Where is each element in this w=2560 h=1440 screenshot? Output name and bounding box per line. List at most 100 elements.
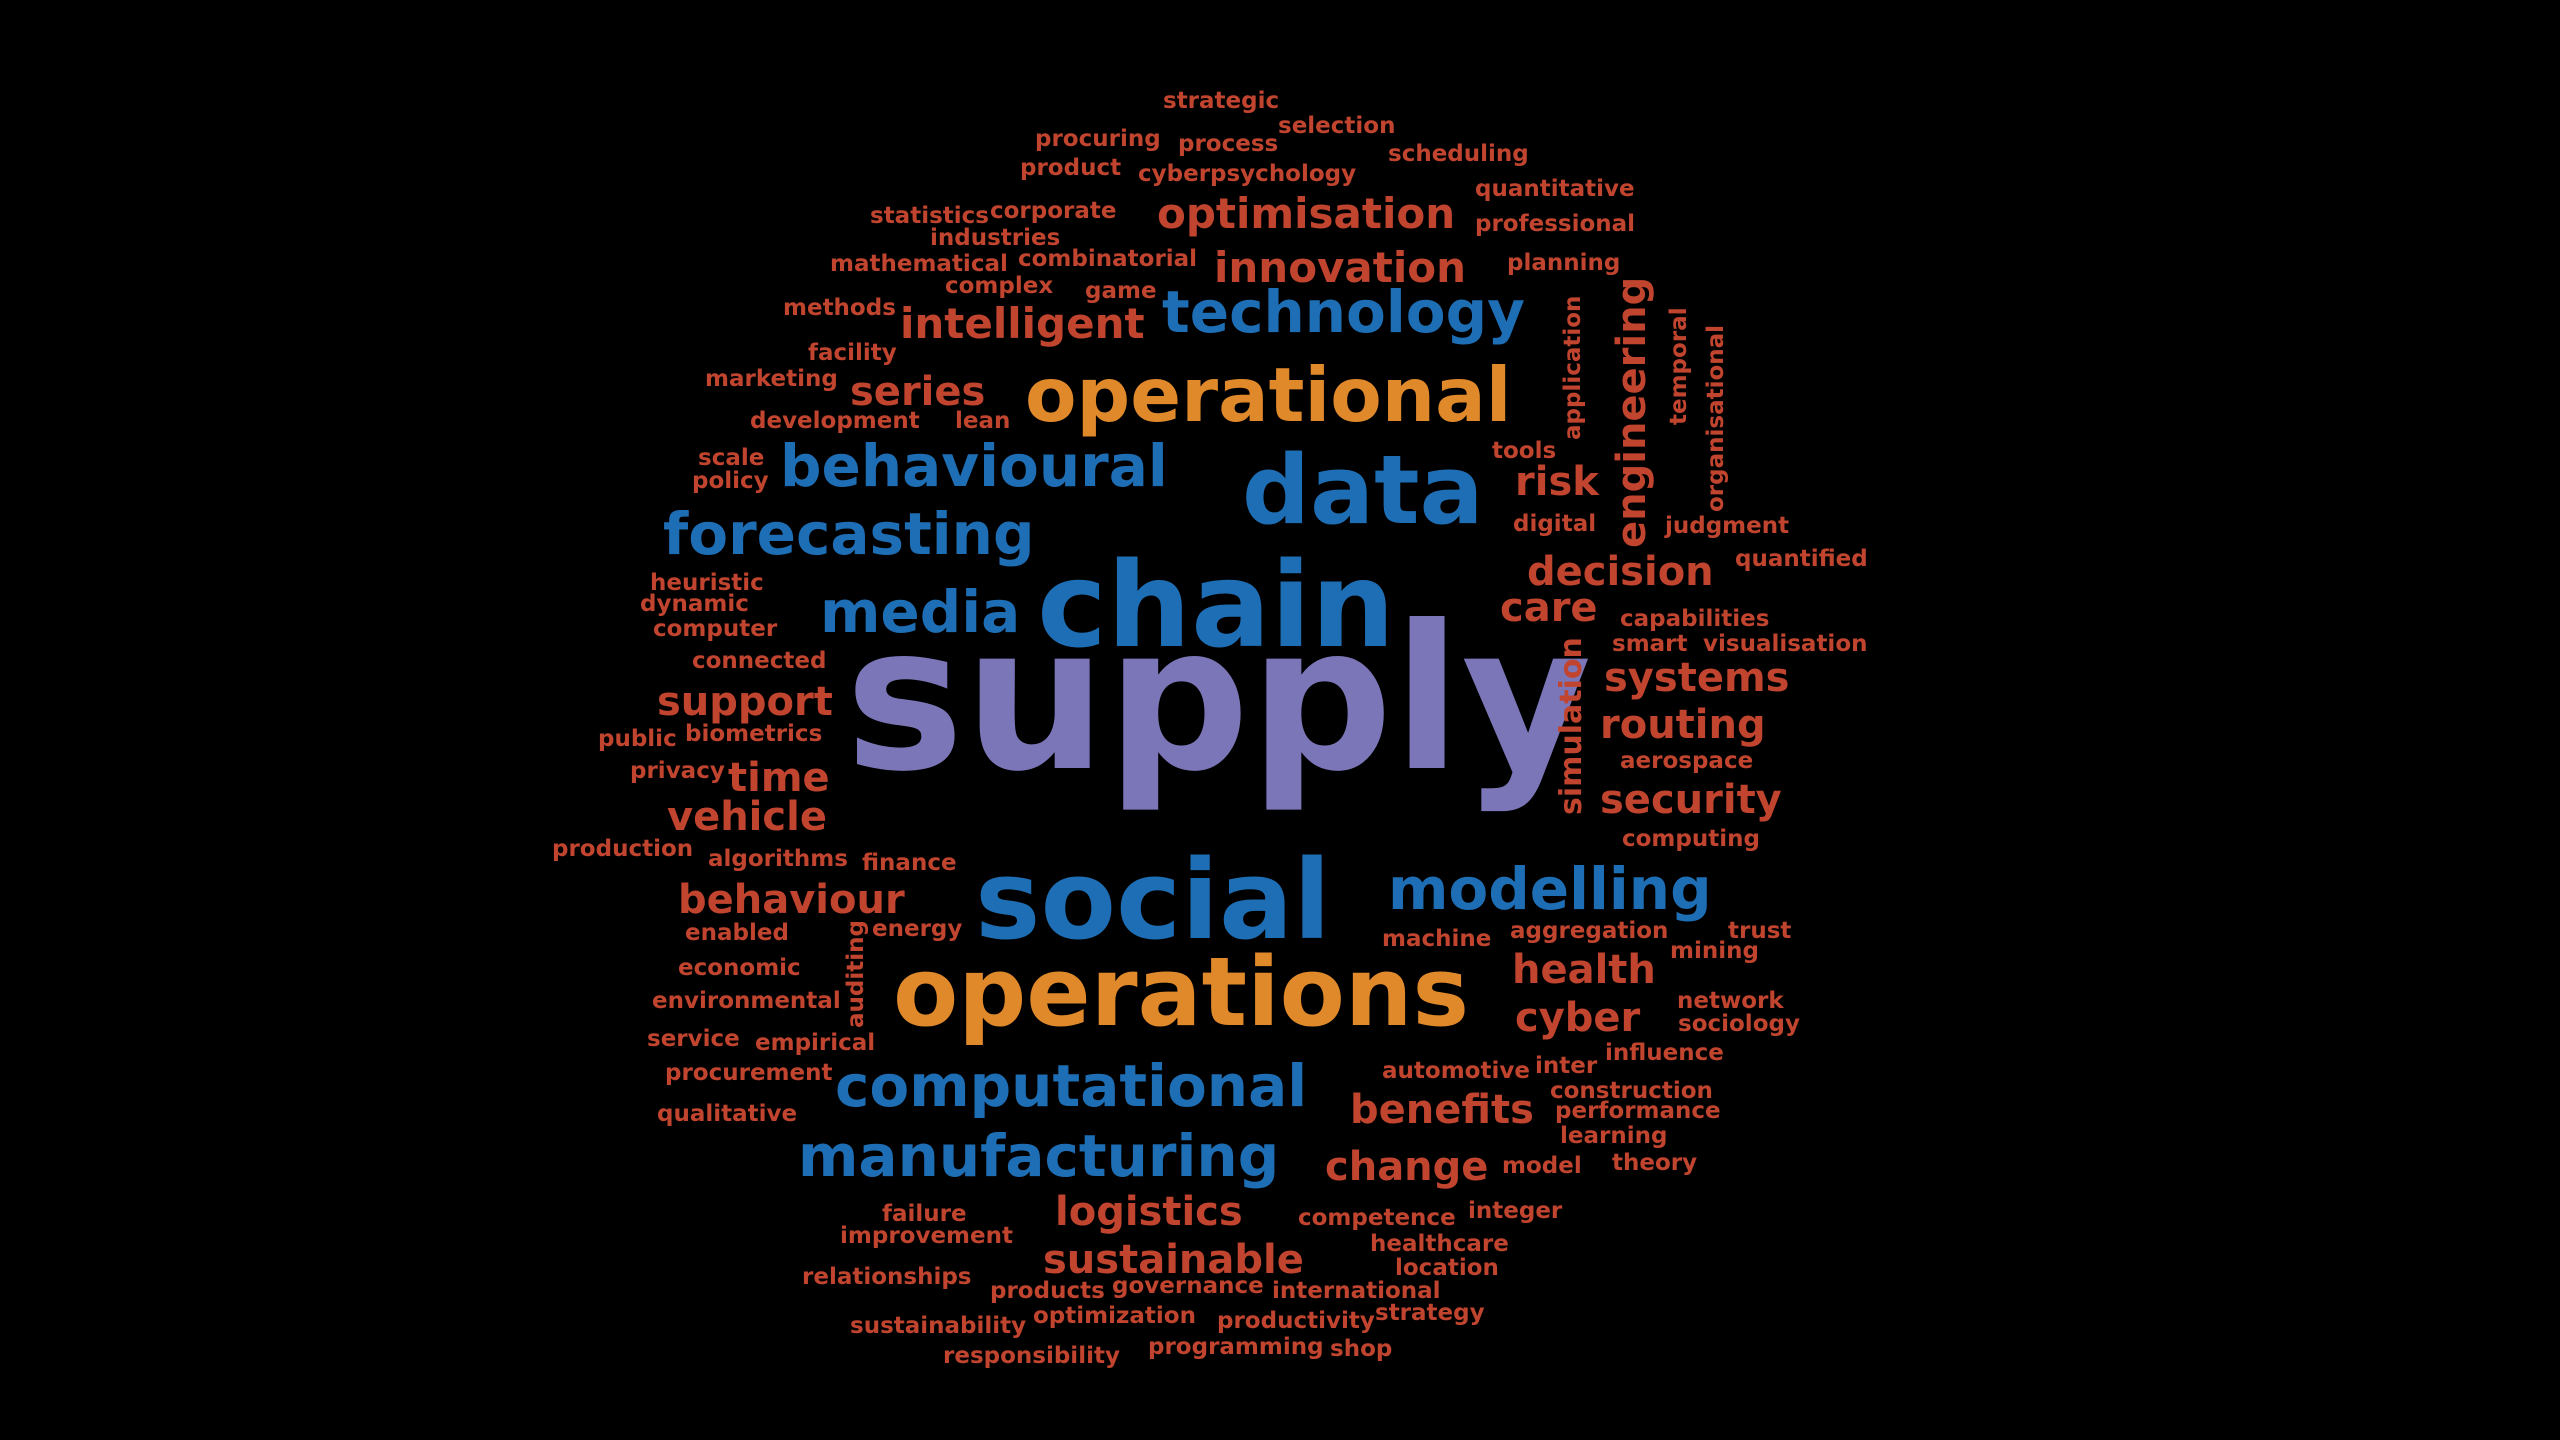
word-strategy: strategy bbox=[1375, 1300, 1485, 1326]
word-integer: integer bbox=[1468, 1198, 1563, 1224]
word-responsibility: responsibility bbox=[943, 1343, 1120, 1369]
word-media: media bbox=[820, 578, 1021, 646]
word-failure: failure bbox=[882, 1201, 967, 1227]
word-finance: finance bbox=[862, 850, 957, 876]
word-mathematical: mathematical bbox=[830, 251, 1008, 277]
word-application: application bbox=[1560, 295, 1586, 440]
word-visualisation: visualisation bbox=[1703, 631, 1868, 657]
word-location: location bbox=[1395, 1255, 1499, 1281]
word-security: security bbox=[1600, 777, 1782, 823]
word-support: support bbox=[657, 679, 833, 725]
word-optimisation: optimisation bbox=[1157, 189, 1456, 238]
word-policy: policy bbox=[692, 468, 769, 494]
word-behaviour: behaviour bbox=[678, 877, 905, 923]
word-network: network bbox=[1677, 988, 1784, 1014]
word-quantified: quantified bbox=[1735, 546, 1868, 572]
word-complex: complex bbox=[945, 273, 1054, 299]
word-energy: energy bbox=[872, 916, 963, 942]
word-operations: operations bbox=[893, 938, 1470, 1048]
word-sociology: sociology bbox=[1678, 1011, 1800, 1037]
word-economic: economic bbox=[678, 955, 801, 981]
word-planning: planning bbox=[1507, 250, 1621, 276]
word-optimization: optimization bbox=[1033, 1303, 1196, 1329]
word-health: health bbox=[1512, 947, 1656, 993]
word-heuristic: heuristic bbox=[650, 570, 764, 596]
word-statistics: statistics bbox=[870, 203, 989, 229]
word-dynamic: dynamic bbox=[640, 591, 749, 617]
word-quantitative: quantitative bbox=[1475, 176, 1635, 202]
word-procuring: procuring bbox=[1035, 126, 1161, 152]
word-performance: performance bbox=[1555, 1098, 1721, 1124]
word-biometrics: biometrics bbox=[685, 721, 823, 747]
word-aerospace: aerospace bbox=[1620, 748, 1754, 774]
word-care: care bbox=[1500, 585, 1598, 631]
word-professional: professional bbox=[1475, 211, 1636, 237]
word-scheduling: scheduling bbox=[1388, 141, 1529, 167]
word-combinatorial: combinatorial bbox=[1018, 246, 1198, 272]
word-public: public bbox=[598, 726, 677, 752]
word-computer: computer bbox=[653, 616, 778, 642]
word-marketing: marketing bbox=[705, 366, 838, 392]
word-logistics: logistics bbox=[1055, 1189, 1243, 1235]
word-technology: technology bbox=[1162, 278, 1525, 346]
word-productivity: productivity bbox=[1217, 1308, 1375, 1334]
word-routing: routing bbox=[1600, 702, 1766, 748]
word-cyber: cyber bbox=[1515, 995, 1641, 1041]
word-inter: inter bbox=[1535, 1053, 1598, 1079]
word-decision: decision bbox=[1527, 549, 1714, 595]
word-machine: machine bbox=[1382, 926, 1492, 952]
word-qualitative: qualitative bbox=[657, 1101, 798, 1127]
word-engineering: engineering bbox=[1609, 276, 1655, 548]
word-product: product bbox=[1020, 155, 1122, 181]
word-governance: governance bbox=[1112, 1273, 1264, 1299]
word-manufacturing: manufacturing bbox=[798, 1122, 1280, 1190]
word-scale: scale bbox=[698, 445, 765, 471]
word-modelling: modelling bbox=[1388, 855, 1712, 923]
word-development: development bbox=[750, 408, 920, 434]
word-digital: digital bbox=[1513, 511, 1597, 537]
word-systems: systems bbox=[1604, 655, 1790, 701]
word-relationships: relationships bbox=[802, 1264, 972, 1290]
word-programming: programming bbox=[1148, 1334, 1324, 1360]
word-enabled: enabled bbox=[685, 920, 789, 946]
word-empirical: empirical bbox=[755, 1030, 876, 1056]
word-behavioural: behavioural bbox=[780, 432, 1168, 500]
word-selection: selection bbox=[1278, 113, 1396, 139]
word-construction: construction bbox=[1550, 1078, 1713, 1104]
word-competence: competence bbox=[1298, 1205, 1456, 1231]
word-privacy: privacy bbox=[630, 758, 725, 784]
word-vehicle: vehicle bbox=[667, 794, 827, 840]
word-organisational: organisational bbox=[1703, 324, 1729, 512]
word-tools: tools bbox=[1492, 438, 1557, 464]
word-series: series bbox=[850, 369, 986, 415]
word-aggregation: aggregation bbox=[1510, 918, 1669, 944]
word-environmental: environmental bbox=[652, 988, 841, 1014]
word-mining: mining bbox=[1670, 938, 1759, 964]
word-products: products bbox=[990, 1278, 1105, 1304]
word-auditing: auditing bbox=[843, 920, 869, 1028]
word-learning: learning bbox=[1560, 1123, 1668, 1149]
word-sustainability: sustainability bbox=[850, 1313, 1027, 1339]
word-trust: trust bbox=[1728, 918, 1792, 944]
word-supply: supply bbox=[845, 583, 1592, 816]
word-benefits: benefits bbox=[1350, 1087, 1534, 1133]
word-sustainable: sustainable bbox=[1043, 1237, 1304, 1283]
word-cyberpsychology: cyberpsychology bbox=[1138, 161, 1357, 187]
word-time: time bbox=[728, 755, 830, 801]
word-lean: lean bbox=[955, 408, 1011, 434]
word-algorithms: algorithms bbox=[708, 846, 848, 872]
word-chain: chain bbox=[1037, 536, 1396, 674]
word-facility: facility bbox=[808, 340, 897, 366]
word-international: international bbox=[1272, 1278, 1441, 1304]
word-change: change bbox=[1325, 1144, 1489, 1190]
word-temporal: temporal bbox=[1666, 307, 1692, 425]
word-improvement: improvement bbox=[840, 1223, 1013, 1249]
word-shop: shop bbox=[1330, 1336, 1393, 1362]
word-smart: smart bbox=[1612, 631, 1688, 657]
word-connected: connected bbox=[692, 648, 827, 674]
word-simulation: simulation bbox=[1554, 637, 1589, 815]
word-production: production bbox=[552, 836, 694, 862]
word-risk: risk bbox=[1515, 459, 1599, 505]
word-computing: computing bbox=[1622, 826, 1760, 852]
